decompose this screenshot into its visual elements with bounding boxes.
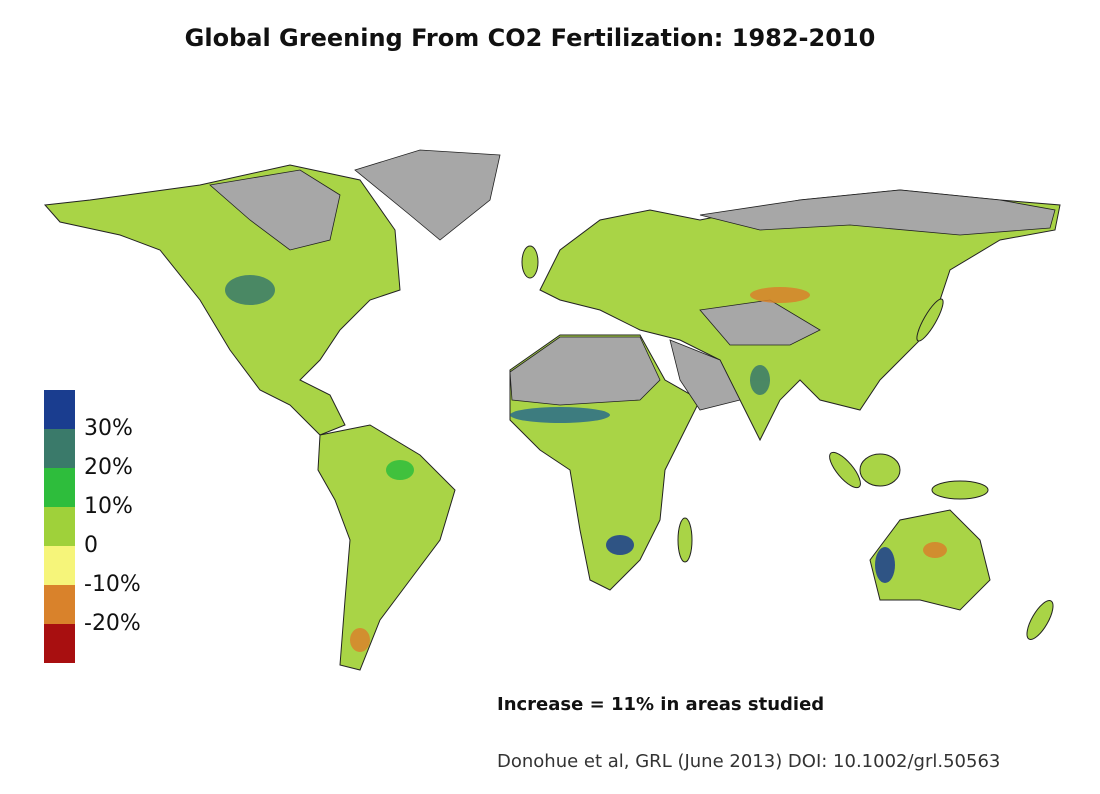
change-patches [225, 275, 947, 652]
legend-swatch [44, 468, 75, 507]
legend-label: -20% [84, 611, 141, 636]
legend-swatch [44, 624, 75, 663]
arctic-canada [209, 169, 341, 251]
japan [916, 298, 944, 342]
sahara [509, 336, 661, 406]
sumatra [829, 451, 861, 489]
legend-label: 10% [84, 494, 133, 519]
legend-label: 30% [84, 416, 133, 441]
citation: Donohue et al, GRL (June 2013) DOI: 10.1… [497, 751, 1000, 772]
map-title: Global Greening From CO2 Fertilization: … [185, 24, 876, 52]
annotation: Increase = 11% in areas studied [497, 694, 824, 715]
new-guinea [931, 480, 989, 500]
world-map [43, 149, 1061, 671]
borneo [859, 453, 901, 487]
legend-swatch [44, 585, 75, 624]
south-america [317, 424, 456, 671]
legend-swatch [44, 390, 75, 429]
legend: 30% 20% 10% 0 -10% -20% [44, 390, 141, 663]
legend-swatch [44, 507, 75, 546]
legend-label: 0 [84, 533, 98, 558]
tibet [699, 299, 821, 346]
madagascar [677, 517, 693, 563]
australia [869, 509, 991, 611]
uk [521, 245, 539, 279]
greenland [354, 149, 501, 241]
legend-swatch [44, 546, 75, 585]
legend-label: -10% [84, 572, 141, 597]
siberia-north [699, 189, 1056, 236]
new-zealand [1026, 600, 1054, 640]
north-america [43, 164, 401, 436]
arabia [669, 339, 741, 411]
legend-swatch [44, 429, 75, 468]
legend-label: 20% [84, 455, 133, 480]
